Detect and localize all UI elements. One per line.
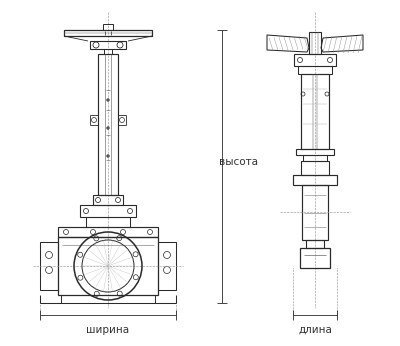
Circle shape — [106, 127, 110, 129]
Bar — [58, 237, 158, 295]
Bar — [300, 248, 330, 268]
Bar — [86, 217, 130, 227]
Bar — [80, 205, 136, 217]
Bar — [40, 242, 58, 290]
Bar — [158, 242, 176, 290]
Bar — [293, 175, 337, 185]
Bar — [103, 24, 113, 30]
Bar — [61, 295, 155, 303]
Bar — [58, 227, 158, 237]
Bar — [98, 54, 118, 195]
Bar — [302, 185, 328, 240]
Bar — [301, 161, 329, 175]
Bar — [306, 240, 324, 248]
Bar — [64, 30, 152, 36]
Bar — [294, 54, 336, 66]
Text: длина: длина — [298, 325, 332, 335]
Bar — [309, 32, 321, 54]
Bar — [296, 149, 334, 155]
Text: высота: высота — [218, 157, 258, 167]
Bar — [93, 195, 123, 205]
Circle shape — [106, 155, 110, 157]
Text: ширина: ширина — [86, 325, 130, 335]
Circle shape — [106, 99, 110, 101]
Bar — [301, 74, 329, 149]
Bar — [303, 155, 327, 161]
Bar — [104, 49, 112, 54]
Bar — [90, 41, 126, 49]
Bar — [298, 66, 332, 74]
